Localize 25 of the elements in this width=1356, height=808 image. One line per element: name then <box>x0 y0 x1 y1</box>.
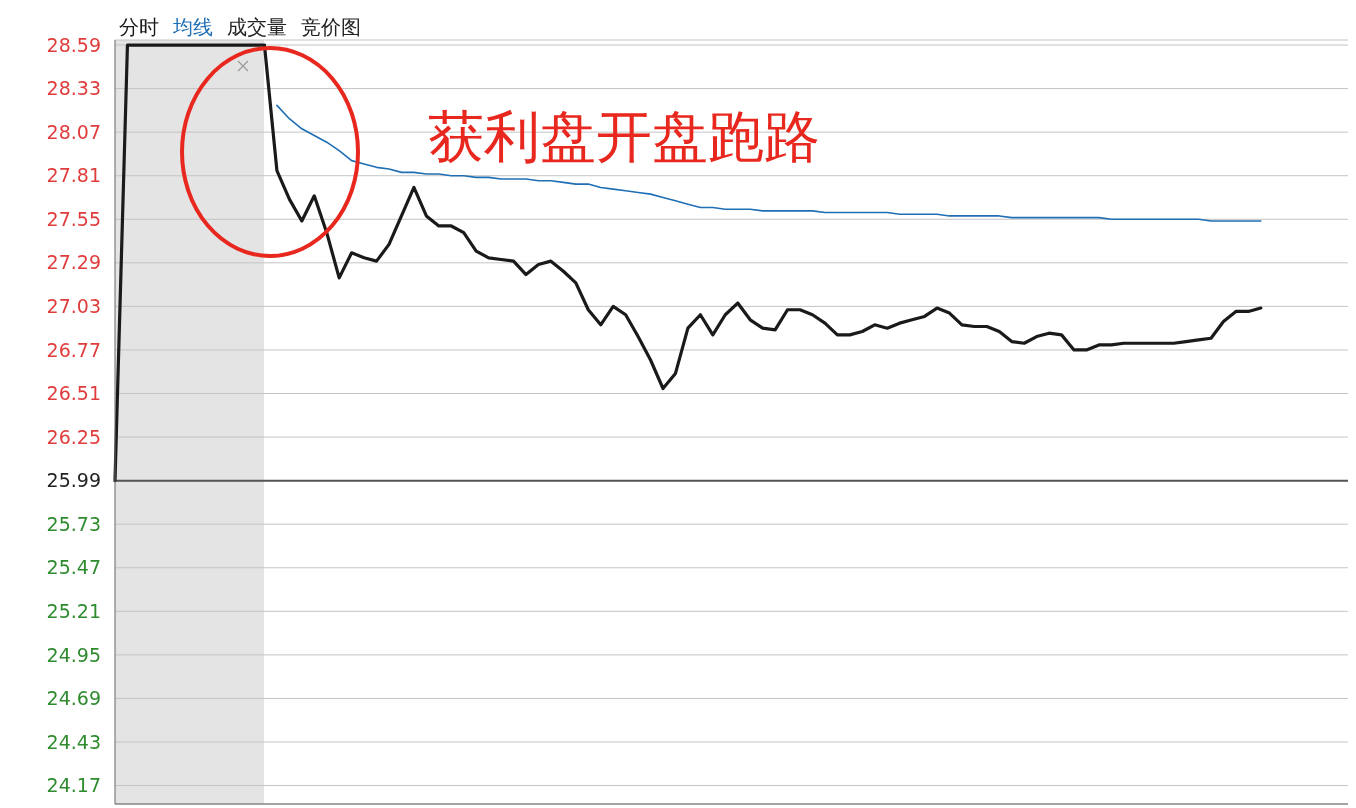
y-tick-label: 26.25 <box>46 425 101 448</box>
y-tick-label: 25.47 <box>46 556 101 579</box>
y-tick-label: 25.73 <box>46 512 101 535</box>
text: 竞价图 <box>301 14 361 41</box>
text: 成交量 <box>227 14 287 41</box>
line-series <box>113 43 1263 483</box>
y-tick-label: 24.95 <box>46 643 101 666</box>
series-label: 分时 <box>119 14 159 41</box>
y-tick-label: 25.21 <box>46 599 101 622</box>
y-tick-label: 27.81 <box>46 164 101 187</box>
y-tick-label: 27.29 <box>46 251 101 274</box>
y-tick-label: 25.99 <box>46 469 101 492</box>
y-tick-label: 28.07 <box>46 120 101 143</box>
text: 均线 <box>173 14 213 41</box>
y-tick-label: 26.51 <box>46 382 101 405</box>
y-tick-label: 24.43 <box>46 730 101 753</box>
y-tick-label: 24.69 <box>46 687 101 710</box>
y-tick-label: 27.03 <box>46 295 101 318</box>
y-tick-label: 28.33 <box>46 77 101 100</box>
y-tick-label: 26.77 <box>46 338 101 361</box>
y-tick-label: 24.17 <box>46 774 101 797</box>
line-series <box>276 104 1262 222</box>
y-tick-label: 27.55 <box>46 207 101 230</box>
annotation: 获利盘开盘跑路 <box>428 103 820 171</box>
y-tick-label: 28.59 <box>46 33 101 56</box>
